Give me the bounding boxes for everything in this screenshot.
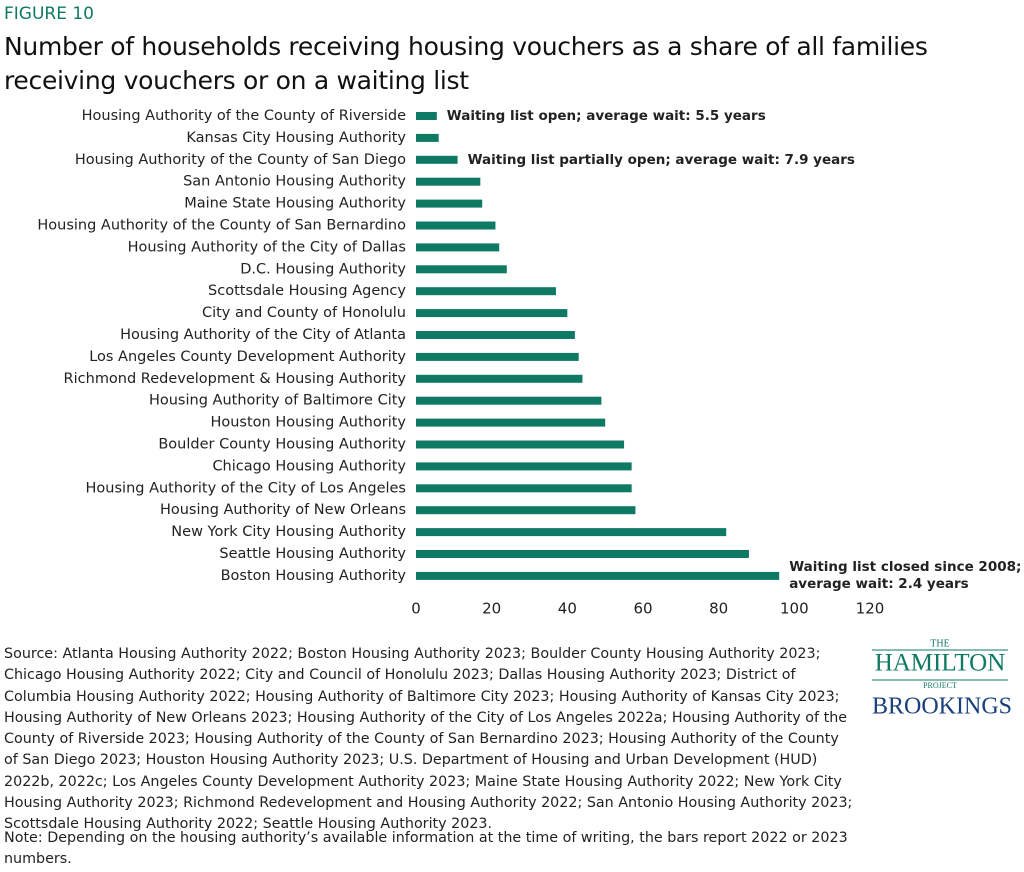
bar xyxy=(416,133,439,142)
bar xyxy=(416,287,556,296)
chart-title: Number of households receiving housing v… xyxy=(4,32,928,95)
y-tick-label: Maine State Housing Authority xyxy=(184,196,406,212)
x-tick-label: 80 xyxy=(709,600,728,618)
y-tick-label: Scottsdale Housing Agency xyxy=(208,283,406,299)
bar xyxy=(416,550,749,558)
y-tick-label: D.C. Housing Authority xyxy=(240,261,406,277)
bar xyxy=(416,155,458,164)
bar xyxy=(416,199,483,208)
y-tick-label: Los Angeles County Development Authority xyxy=(89,349,406,365)
annotation: Waiting list partially open; average wai… xyxy=(468,152,855,168)
y-tick-label: Housing Authority of the County of San B… xyxy=(37,218,406,234)
y-tick-label: City and County of Honolulu xyxy=(202,305,406,321)
bar xyxy=(416,528,727,537)
y-tick-label: Chicago Housing Authority xyxy=(212,458,406,474)
bar xyxy=(416,462,632,471)
bar xyxy=(416,352,579,361)
note: Note: Depending on the housing authority… xyxy=(4,830,848,868)
bar xyxy=(416,440,625,449)
bar xyxy=(416,243,500,252)
y-tick-label: San Antonio Housing Authority xyxy=(183,174,406,190)
chart: 0 20 40 60 80 100 120 Housing Authority of the … xyxy=(37,108,1021,618)
annotation: Waiting list open; average wait: 5.5 yea… xyxy=(447,108,766,124)
bar xyxy=(416,265,507,274)
x-tick-label: 100 xyxy=(780,600,809,618)
y-tick-label: Boulder County Housing Authority xyxy=(158,437,406,453)
y-tick-label: Richmond Redevelopment & Housing Authori… xyxy=(64,371,407,387)
bar xyxy=(416,506,636,515)
bar xyxy=(416,331,575,339)
bar xyxy=(416,571,780,580)
logo-brookings: BROOKINGS xyxy=(872,694,1012,720)
x-tick-label: 0 xyxy=(411,600,421,618)
source: Source: Atlanta Housing Authority 2022; … xyxy=(4,646,853,833)
y-tick-label: Housing Authority of the City of Atlanta xyxy=(120,327,406,343)
bar xyxy=(416,418,606,427)
bar xyxy=(416,484,632,493)
annotation: average wait: 2.4 years xyxy=(789,576,969,592)
logo-project: PROJECT xyxy=(923,681,957,690)
y-tick-label: Housing Authority of the City of Dallas xyxy=(128,239,406,255)
bar xyxy=(416,309,568,318)
bar xyxy=(416,221,496,230)
logo-the: THE xyxy=(930,638,949,649)
figure-label: FIGURE 10 xyxy=(4,4,94,24)
x-tick-label: 120 xyxy=(856,600,885,618)
y-tick-label: Housing Authority of New Orleans xyxy=(160,502,406,518)
bar xyxy=(416,396,602,405)
bar xyxy=(416,374,583,383)
y-tick-label: Housing Authority of the County of San D… xyxy=(75,152,406,168)
y-tick-label: Housing Authority of the City of Los Ang… xyxy=(86,480,406,496)
y-tick-label: New York City Housing Authority xyxy=(171,524,406,540)
x-tick-label: 60 xyxy=(633,600,652,618)
bar xyxy=(416,177,481,186)
x-tick-label: 40 xyxy=(558,600,577,618)
x-tick-label: 20 xyxy=(482,600,501,618)
logo-hamilton: HAMILTON xyxy=(875,650,1006,677)
logo: THE HAMILTON PROJECT BROOKINGS xyxy=(872,638,1012,720)
bar xyxy=(416,112,437,120)
y-tick-label: Houston Housing Authority xyxy=(210,415,406,431)
y-tick-label: Kansas City Housing Authority xyxy=(186,130,406,146)
y-tick-label: Seattle Housing Authority xyxy=(219,546,406,562)
annotation: Waiting list closed since 2008; xyxy=(789,559,1021,575)
y-tick-label: Housing Authority of Baltimore City xyxy=(149,393,406,409)
y-tick-label: Housing Authority of the County of River… xyxy=(82,108,406,124)
y-tick-label: Boston Housing Authority xyxy=(221,568,407,584)
